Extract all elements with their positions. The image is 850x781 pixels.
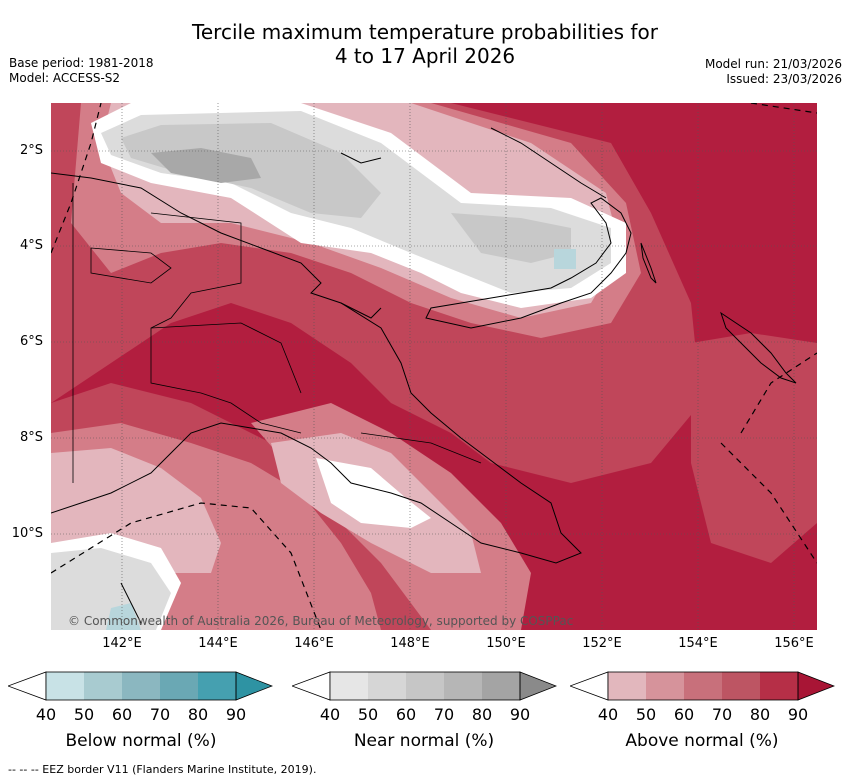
lon-label-154e: 154°E <box>678 636 718 651</box>
title-line-2: 4 to 17 April 2026 <box>334 44 516 68</box>
base-period: Base period: 1981-2018 <box>9 56 154 70</box>
lon-label-156e: 156°E <box>774 636 814 651</box>
field-below-light <box>554 249 576 269</box>
colorbar-below-swatch-1 <box>46 672 84 700</box>
copyright-note: © Commonwealth of Australia 2026, Bureau… <box>68 614 574 628</box>
field-below-light-sw <box>106 603 141 630</box>
colorbar-near-swatch-1 <box>330 672 368 700</box>
lon-label-152e: 152°E <box>582 636 622 651</box>
probability-map <box>51 103 817 630</box>
field-near-light-south <box>51 548 171 630</box>
tick-label: 70 <box>711 705 733 724</box>
colorbar-near-swatch-4 <box>444 672 482 700</box>
colorbar-above-swatch-5 <box>760 672 798 700</box>
lon-label-148e: 148°E <box>390 636 430 651</box>
tick-label: 90 <box>787 705 809 724</box>
eez-borders <box>51 103 817 630</box>
model-name: Model: ACCESS-S2 <box>9 71 121 85</box>
tick-label: 80 <box>187 705 209 724</box>
colorbar-above-swatch-4 <box>722 672 760 700</box>
eez-footnote: -- -- -- EEZ border V11 (Flanders Marine… <box>8 763 317 776</box>
colorbar-near-under <box>292 671 331 701</box>
colorbar-above-under <box>570 671 609 701</box>
graticule <box>51 103 817 630</box>
lat-label-10s: 10°S <box>11 526 43 541</box>
tick-label: 80 <box>471 705 493 724</box>
colorbar-below-over <box>235 671 273 701</box>
colorbar-below-under <box>8 671 47 701</box>
model-run: Model run: 21/03/2026 <box>704 57 842 71</box>
tick-label: 50 <box>73 705 95 724</box>
tick-label: 40 <box>319 705 341 724</box>
lon-label-146e: 146°E <box>294 636 334 651</box>
borders <box>72 183 482 483</box>
colorbar-near-over <box>519 671 557 701</box>
tick-label: 80 <box>749 705 771 724</box>
coastlines <box>51 127 797 624</box>
colorbar-above-swatch-1 <box>608 672 646 700</box>
colorbar-below-swatch-5 <box>198 672 236 700</box>
colorbar-above-swatch-2 <box>646 672 684 700</box>
field-white-south <box>316 458 431 528</box>
tick-label: 90 <box>509 705 531 724</box>
field-near-dark <box>151 148 261 183</box>
lat-label-6s: 6°S <box>19 334 43 349</box>
colorbar-near <box>292 671 557 701</box>
colorbar-above-over <box>797 671 835 701</box>
colorbar-above-swatch-3 <box>684 672 722 700</box>
tick-label: 90 <box>225 705 247 724</box>
issued-date: Issued: 23/03/2026 <box>726 72 842 86</box>
tick-label: 60 <box>111 705 133 724</box>
tick-label: 40 <box>597 705 619 724</box>
tick-label: 50 <box>635 705 657 724</box>
field-near-med-east <box>451 213 571 263</box>
legend-title-above: Above normal (%) <box>625 731 779 751</box>
colorbar-near-swatch-3 <box>406 672 444 700</box>
colorbar-below <box>8 671 273 701</box>
title-line-1: Tercile maximum temperature probabilitie… <box>192 20 658 44</box>
tick-label: 70 <box>433 705 455 724</box>
lat-label-4s: 4°S <box>19 238 43 253</box>
colorbar-above <box>570 671 835 701</box>
colorbar-near-swatch-2 <box>368 672 406 700</box>
colorbar-below-swatch-3 <box>122 672 160 700</box>
colorbar-near-swatch-5 <box>482 672 520 700</box>
tick-label: 60 <box>673 705 695 724</box>
tick-label: 50 <box>357 705 379 724</box>
meta-left: Base period: 1981-2018 Model: ACCESS-S2 <box>9 56 154 86</box>
chart-title: Tercile maximum temperature probabilitie… <box>0 20 850 68</box>
colorbar-below-swatch-2 <box>84 672 122 700</box>
lon-label-150e: 150°E <box>486 636 526 651</box>
field-above-med-east <box>691 333 817 563</box>
tick-label: 60 <box>395 705 417 724</box>
colorbar-below-swatch-4 <box>160 672 198 700</box>
legend-title-near: Near normal (%) <box>353 731 495 751</box>
lon-label-144e: 144°E <box>198 636 238 651</box>
tick-label: 70 <box>149 705 171 724</box>
tick-label: 40 <box>35 705 57 724</box>
lon-label-142e: 142°E <box>102 636 142 651</box>
legend-title-below: Below normal (%) <box>65 731 217 751</box>
lat-label-2s: 2°S <box>19 143 43 158</box>
meta-right: Model run: 21/03/2026 Issued: 23/03/2026 <box>705 57 842 87</box>
lat-label-8s: 8°S <box>19 430 43 445</box>
